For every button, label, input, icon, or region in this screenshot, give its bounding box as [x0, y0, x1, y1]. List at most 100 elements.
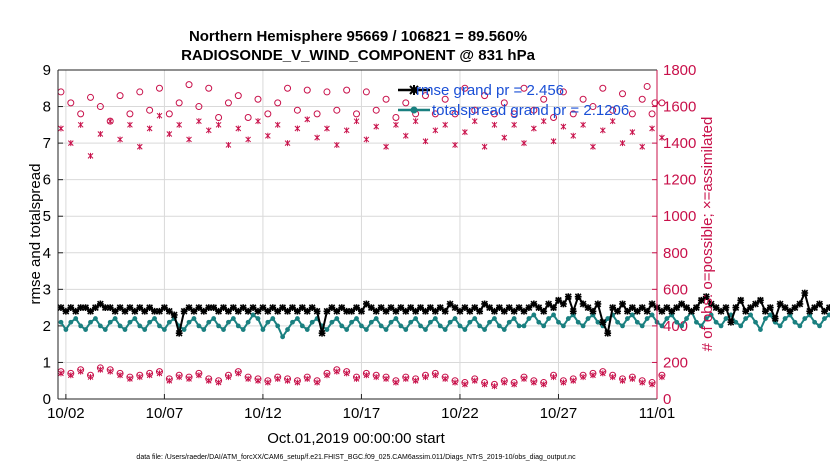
- assimilated-obs-point: [255, 377, 261, 384]
- possible-obs-point: [165, 110, 173, 118]
- rmse-point: [476, 307, 484, 315]
- assimilated-obs-point: [186, 136, 192, 143]
- rmse-point: [461, 304, 469, 312]
- rmse-point: [702, 293, 710, 301]
- possible-obs-point: [136, 88, 144, 96]
- spread-point: [634, 319, 640, 325]
- assimilated-obs-point: [225, 141, 232, 148]
- rmse-point: [663, 304, 671, 312]
- assimilated-obs-point: [442, 375, 449, 382]
- left-tick-label: 7: [43, 135, 51, 152]
- rmse-point: [136, 304, 144, 312]
- rmse-point: [101, 304, 109, 312]
- assimilated-obs-point: [255, 118, 261, 125]
- rmse-point: [515, 304, 523, 312]
- rmse-point: [190, 307, 198, 315]
- rmse-point: [530, 300, 538, 308]
- rmse-point: [614, 307, 621, 315]
- possible-obs-point: [87, 93, 95, 101]
- spread-point: [127, 319, 133, 325]
- spread-point: [462, 327, 468, 332]
- rmse-point: [151, 307, 158, 315]
- spread-point: [230, 316, 236, 321]
- assimilated-obs-point: [176, 121, 183, 128]
- possible-obs-point: [579, 95, 587, 103]
- spread-point: [669, 312, 675, 318]
- spread-point: [546, 316, 552, 321]
- rmse-point: [441, 307, 449, 315]
- assimilated-obs-point: [550, 138, 557, 145]
- right-tick-label: 1600: [663, 99, 696, 116]
- spread-point: [561, 323, 566, 329]
- possible-obs-point: [540, 95, 548, 103]
- spread-point: [383, 327, 389, 332]
- spread-point: [625, 316, 630, 321]
- spread-point: [349, 319, 354, 325]
- assimilated-obs-point: [67, 372, 74, 379]
- rmse-point: [520, 307, 528, 315]
- rmse-point: [303, 307, 311, 315]
- assimilated-obs-point: [432, 372, 439, 379]
- assimilated-obs-point: [659, 134, 665, 141]
- rmse-point: [318, 329, 326, 337]
- spread-point: [467, 319, 473, 325]
- rmse-point: [146, 304, 154, 312]
- rmse-point: [372, 307, 380, 315]
- assimilated-obs-point: [412, 118, 419, 125]
- assimilated-obs-point: [501, 379, 508, 386]
- spread-point: [605, 316, 611, 321]
- rmse-point: [688, 307, 695, 315]
- possible-obs-point: [205, 84, 213, 92]
- spread-point: [93, 316, 98, 321]
- spread-point: [97, 323, 103, 329]
- possible-obs-point: [589, 103, 597, 111]
- assimilated-obs-point: [560, 379, 567, 386]
- assimilated-obs-point: [294, 125, 301, 132]
- assimilated-obs-point: [619, 140, 626, 147]
- spread-point: [644, 316, 650, 321]
- assimilated-obs-point: [324, 372, 330, 379]
- assimilated-obs-point: [659, 374, 665, 381]
- assimilated-obs-point: [324, 125, 330, 132]
- spread-point: [812, 319, 818, 325]
- data-file-footer: data file: /Users/raeder/DAI/ATM_forcXX/…: [136, 454, 576, 461]
- rmse-point: [200, 307, 208, 315]
- possible-obs-point: [658, 99, 666, 107]
- assimilated-obs-point: [393, 121, 399, 128]
- rmse-point: [693, 304, 700, 312]
- rmse-point: [57, 304, 65, 312]
- spread-point: [807, 312, 813, 318]
- rmse-point: [205, 304, 213, 312]
- spread-point: [157, 323, 162, 329]
- rmse-point: [215, 307, 222, 315]
- rmse-point: [801, 289, 809, 297]
- assimilated-obs-point: [521, 140, 527, 147]
- possible-obs-point: [638, 95, 646, 103]
- x-tick-label: 10/07: [146, 405, 184, 422]
- spread-point: [748, 312, 753, 318]
- spread-point: [122, 327, 128, 332]
- assimilated-obs-point: [136, 143, 143, 150]
- assimilated-obs-point: [511, 121, 517, 128]
- spread-point: [718, 323, 724, 329]
- spread-point: [245, 319, 251, 325]
- left-tick-label: 3: [43, 281, 51, 298]
- spread-point: [359, 323, 364, 329]
- rmse-point: [712, 304, 720, 312]
- error-series: [57, 289, 830, 340]
- spread-point: [496, 323, 502, 329]
- spread-point: [708, 312, 714, 318]
- assimilated-obs-point: [530, 379, 537, 386]
- possible-obs-point: [421, 92, 429, 100]
- x-tick-label: 10/12: [244, 405, 282, 422]
- spread-point: [827, 312, 830, 318]
- rmse-point: [229, 304, 237, 312]
- assimilated-obs-point: [353, 375, 360, 382]
- rmse-point: [456, 307, 464, 315]
- rmse-point: [816, 300, 823, 308]
- assimilated-obs-point: [333, 368, 340, 375]
- assimilated-obs-point: [146, 125, 153, 132]
- assimilated-obs-point: [77, 368, 84, 375]
- rmse-point: [239, 304, 247, 312]
- assimilated-obs-point: [599, 370, 606, 377]
